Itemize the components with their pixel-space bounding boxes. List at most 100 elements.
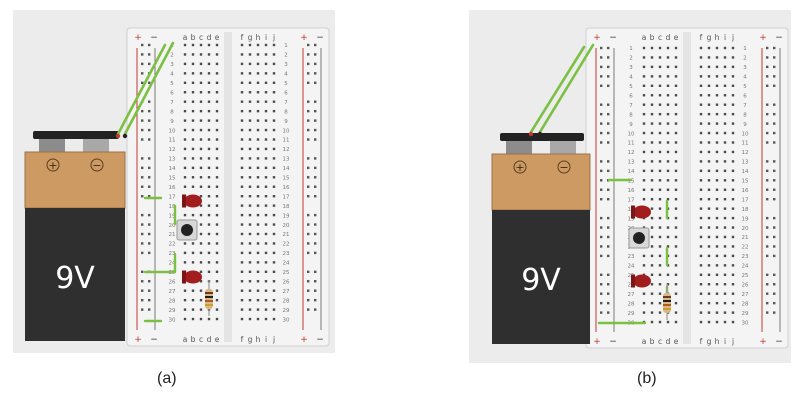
fig-b-terminal-hole <box>723 311 727 314</box>
fig-a-terminal-hole <box>240 147 244 151</box>
fig-b-terminal-hole <box>731 264 735 267</box>
fig-b-right-rail-hole <box>766 254 769 258</box>
fig-a-terminal-hole <box>215 166 219 170</box>
fig-b-terminal-hole <box>715 75 719 78</box>
fig-b-terminal-hole <box>658 264 662 267</box>
fig-a-terminal-hole <box>240 298 244 302</box>
fig-b-terminal-hole <box>707 245 711 248</box>
fig-a-terminal-hole <box>207 53 211 56</box>
fig-b-terminal-hole <box>731 65 735 69</box>
fig-b-terminal-hole <box>699 179 703 182</box>
fig-b-terminal-hole <box>666 131 670 135</box>
fig-a-terminal-hole <box>207 81 211 84</box>
fig-a-terminal-hole <box>199 166 203 170</box>
fig-b-terminal-hole <box>650 94 654 97</box>
fig-a-column-label-h-bottom: h <box>256 335 261 344</box>
fig-b-terminal-hole <box>723 46 727 50</box>
fig-a-right-rail-hole <box>314 185 317 188</box>
fig-b-terminal-hole <box>658 179 662 182</box>
fig-b-terminal-hole <box>731 84 735 87</box>
fig-a-terminal-hole <box>191 308 195 311</box>
fig-b-row-number-right-30: 30 <box>742 320 749 326</box>
fig-b-row-number-left-24: 24 <box>628 264 635 270</box>
fig-a-left-rail-hole <box>148 289 151 292</box>
fig-a-terminal-hole <box>240 81 244 84</box>
fig-a-led-2-rim <box>182 270 186 284</box>
fig-a-right-rail-hole <box>314 43 317 47</box>
fig-a-column-label-f-bottom: f <box>241 335 244 344</box>
fig-a-terminal-hole <box>264 251 268 255</box>
fig-b-left-rail-hole <box>600 84 603 87</box>
fig-a-right-rail-hole <box>307 242 310 245</box>
fig-a-terminal-hole <box>264 53 268 56</box>
fig-a-left-rail-hole <box>148 166 151 170</box>
fig-a-terminal-hole <box>264 280 268 283</box>
fig-b-terminal-hole <box>666 103 670 106</box>
fig-b-row-number-left-17: 17 <box>628 197 635 203</box>
fig-b-column-label-i-bottom: i <box>724 337 726 346</box>
fig-b-row-number-right-13: 13 <box>742 160 749 166</box>
fig-a-right-rail-hole <box>314 289 317 292</box>
fig-b-left-rail-hole <box>600 160 603 163</box>
fig-b-terminal-hole <box>650 65 654 69</box>
fig-b-terminal-hole <box>658 207 662 210</box>
fig-a-row-number-right-22: 22 <box>283 242 290 248</box>
fig-b-row-number-right-4: 4 <box>743 75 747 81</box>
fig-a-terminal-hole <box>191 100 195 103</box>
fig-a-right-rail-hole <box>314 176 317 179</box>
fig-b-terminal-hole <box>715 188 719 191</box>
fig-b-terminal-hole <box>674 160 678 163</box>
fig-a-right-rail-hole <box>307 72 310 75</box>
fig-a-terminal-hole <box>264 91 268 94</box>
fig-b-terminal-hole <box>650 320 654 324</box>
fig-a-terminal-hole <box>272 251 276 255</box>
fig-b-terminal-hole <box>699 103 703 106</box>
fig-a-terminal-hole <box>199 298 203 302</box>
fig-a-terminal-hole <box>264 195 268 198</box>
fig-a-row-number-left-23: 23 <box>169 251 176 257</box>
fig-a-terminal-hole <box>207 204 211 207</box>
fig-a-resistor-band-1 <box>205 292 213 294</box>
fig-b-left-rail-hole <box>600 141 603 144</box>
fig-b-left-rail-hole <box>600 122 603 125</box>
fig-b-left-rail-hole <box>607 311 610 314</box>
fig-b-row-number-left-12: 12 <box>628 150 635 156</box>
fig-b-terminal-hole <box>642 150 646 154</box>
fig-a-row-number-left-14: 14 <box>169 166 176 172</box>
fig-a-terminal-hole <box>183 308 187 311</box>
fig-b-row-number-left-15: 15 <box>628 179 635 185</box>
fig-b-terminal-hole <box>650 84 654 87</box>
fig-a-row-number-right-6: 6 <box>284 90 288 96</box>
fig-b-terminal-hole <box>731 216 735 220</box>
fig-a-terminal-hole <box>240 109 244 113</box>
fig-b-terminal-hole <box>715 273 719 276</box>
fig-a-terminal-hole <box>183 242 187 245</box>
fig-a-column-label-d-bottom: d <box>207 335 212 344</box>
fig-b-terminal-hole <box>723 292 727 295</box>
fig-b-resistor-band-1 <box>663 296 671 298</box>
fig-a-terminal-hole <box>272 280 276 283</box>
fig-a-left-rail-hole <box>148 195 151 198</box>
fig-a-terminal-hole <box>207 270 211 273</box>
fig-b-terminal-hole <box>658 150 662 154</box>
fig-a-terminal-hole <box>272 308 276 311</box>
fig-b-terminal-hole <box>658 301 662 305</box>
fig-b-right-rail-hole <box>773 216 776 220</box>
fig-b-terminal-hole <box>731 169 735 173</box>
fig-b-terminal-hole <box>666 122 670 125</box>
fig-b-right-rail-hole <box>773 160 776 163</box>
fig-b-left-rail-hole <box>600 198 603 201</box>
fig-b-battery-positive-terminal <box>506 141 532 155</box>
fig-a-right-rail-hole <box>314 166 317 170</box>
fig-b-left-rail-hole <box>607 56 610 59</box>
fig-a-terminal-hole <box>207 119 211 122</box>
fig-b-terminal-hole <box>658 188 662 191</box>
fig-a-terminal-hole <box>183 213 187 217</box>
fig-a-terminal-hole <box>207 195 211 198</box>
fig-b-right-rail-minus-label-top: − <box>775 33 783 43</box>
fig-b-row-number-right-3: 3 <box>743 65 747 71</box>
fig-a-terminal-hole <box>215 213 219 217</box>
fig-b-terminal-hole <box>731 226 735 229</box>
fig-b-terminal-hole <box>731 131 735 135</box>
fig-b-terminal-hole <box>699 75 703 78</box>
